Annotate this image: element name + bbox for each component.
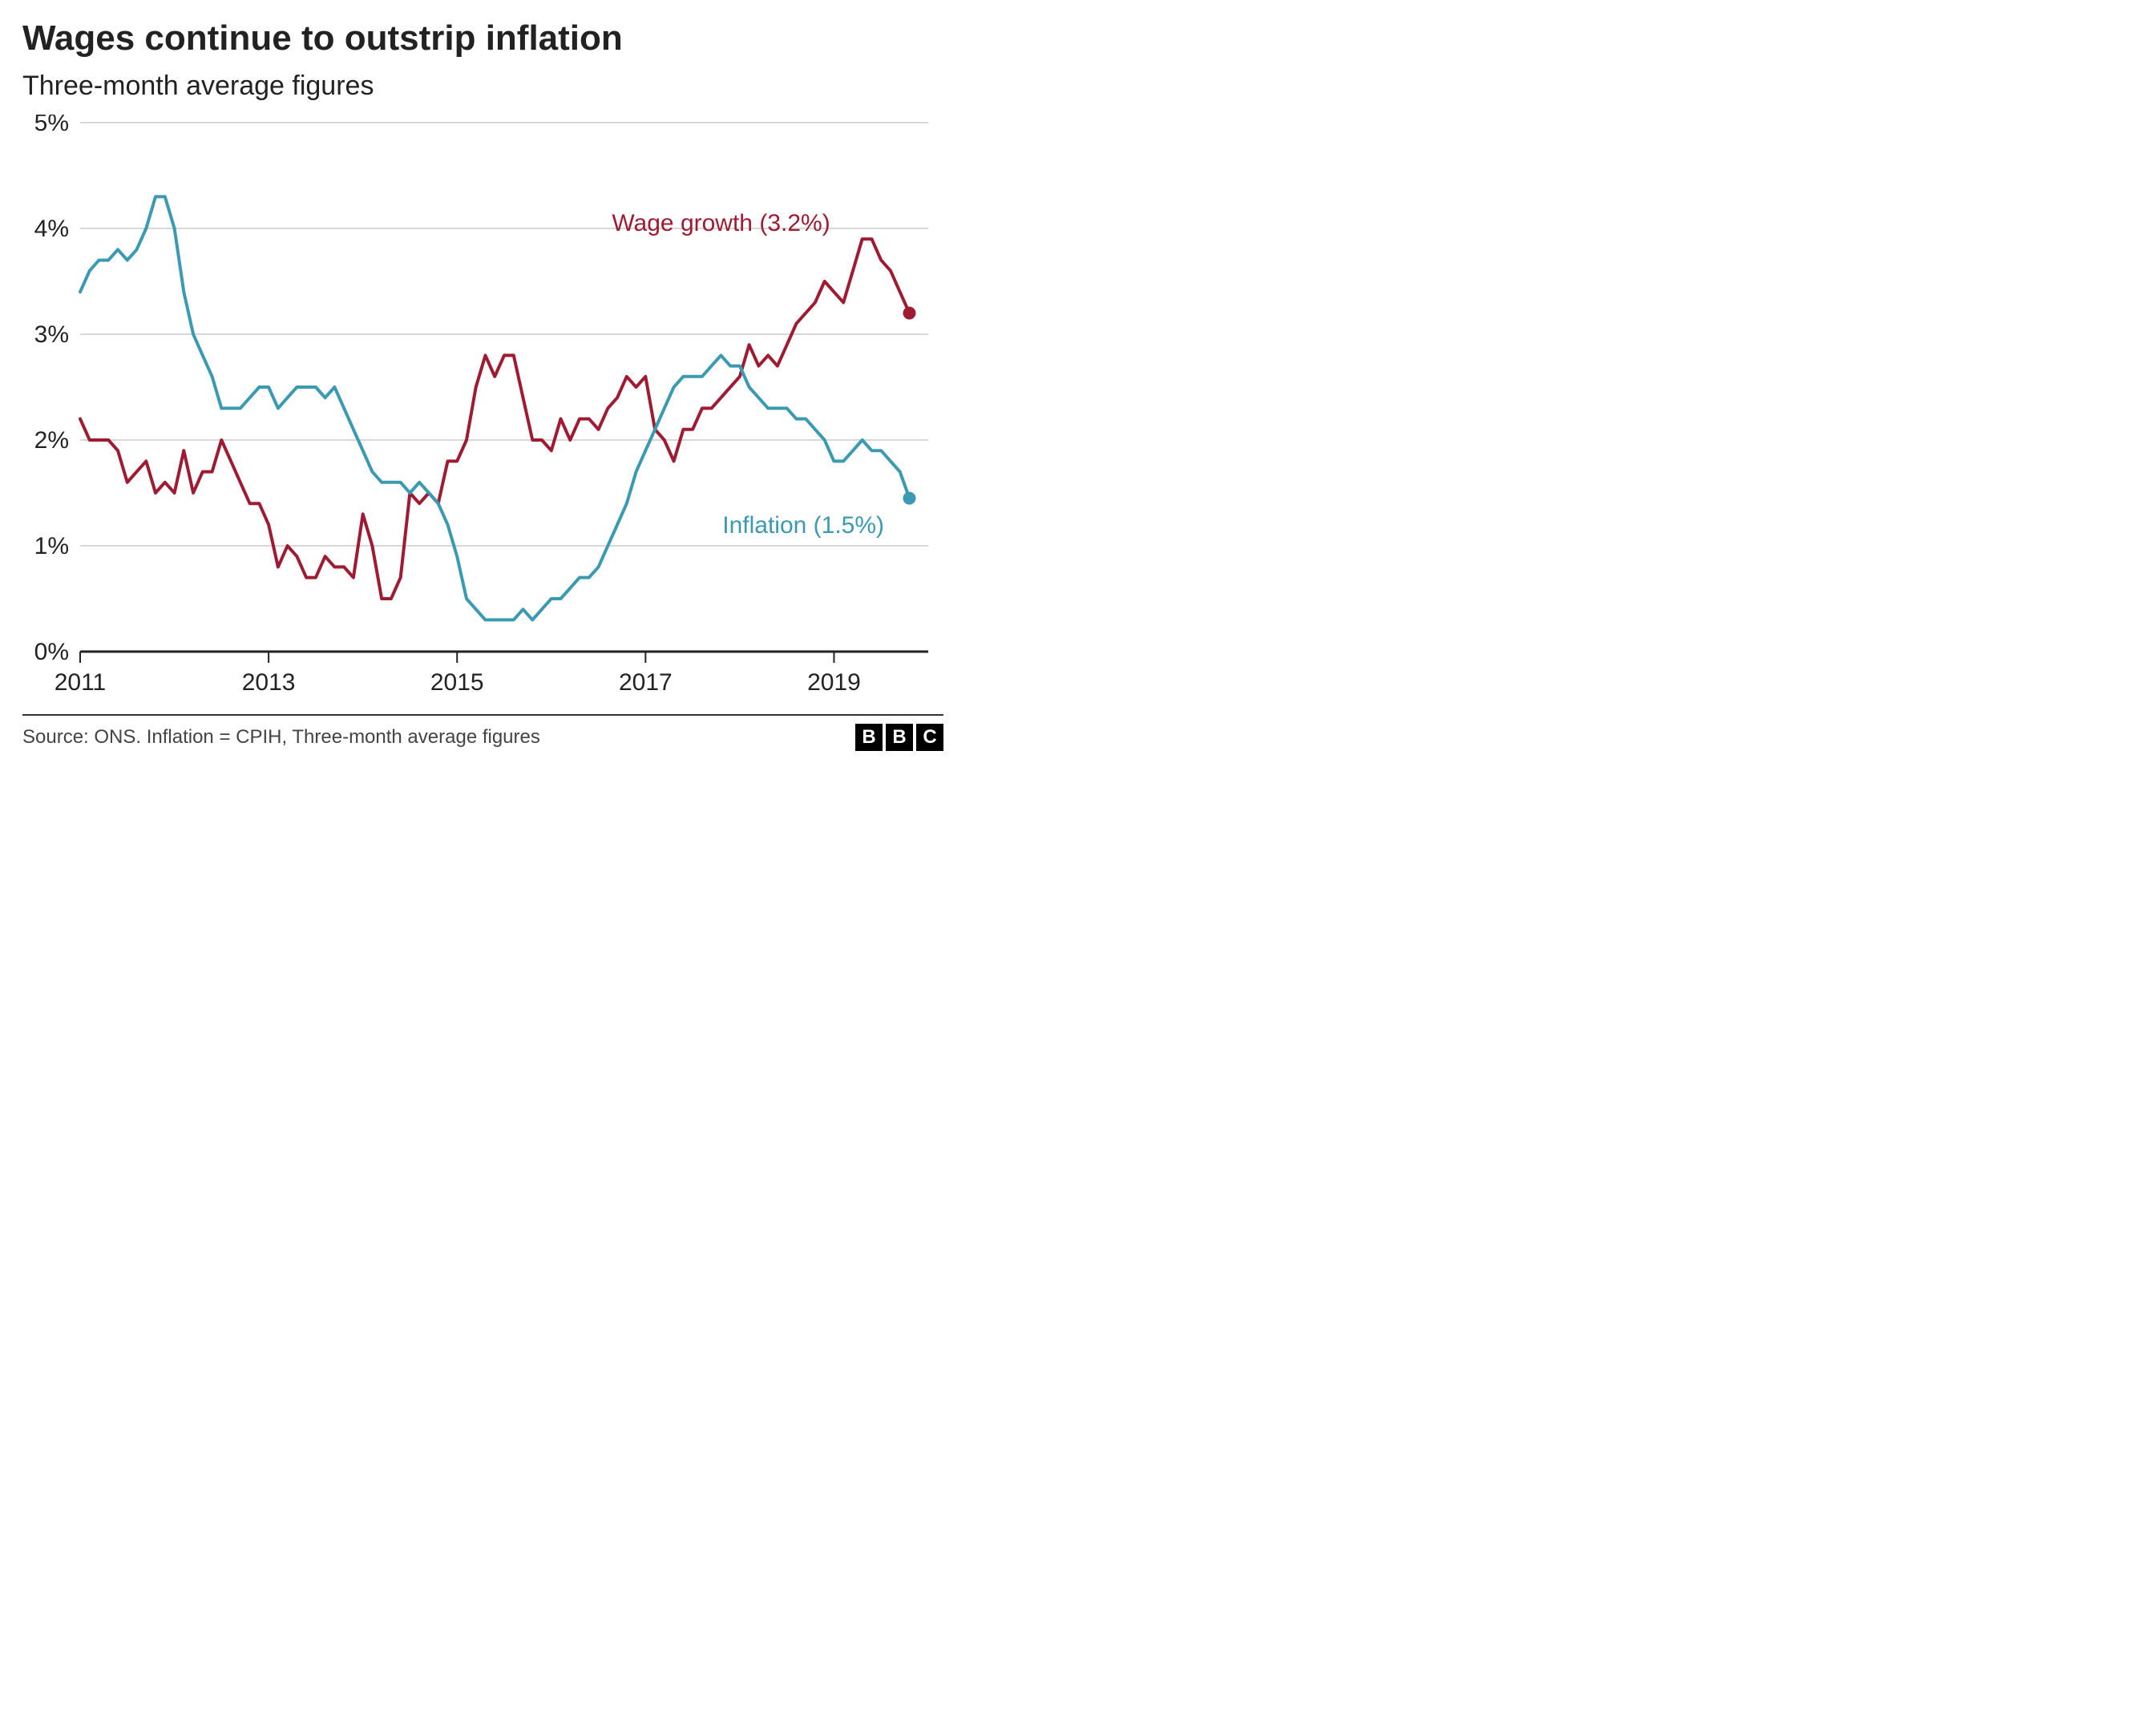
svg-text:2015: 2015 <box>430 669 484 696</box>
svg-text:2019: 2019 <box>807 669 861 696</box>
bbc-logo: B B C <box>855 724 943 751</box>
svg-text:3%: 3% <box>34 321 69 348</box>
svg-text:0%: 0% <box>34 639 69 665</box>
chart-subtitle: Three-month average figures <box>22 71 943 102</box>
chart-title: Wages continue to outstrip inflation <box>22 19 943 58</box>
svg-text:2011: 2011 <box>55 669 107 696</box>
chart-area: 0% 1% 2% 3% 4% 5% 2011 2013 2015 2017 2019 Wage gr… <box>22 115 943 708</box>
bbc-logo-box: B <box>886 724 913 751</box>
wage-growth-label: Wage growth (3.2%) <box>612 210 830 237</box>
bbc-logo-box: C <box>916 724 943 751</box>
svg-text:2%: 2% <box>34 427 69 454</box>
line-chart-svg: 0% 1% 2% 3% 4% 5% 2011 2013 2015 2017 2019 <box>22 115 944 708</box>
svg-text:1%: 1% <box>34 533 69 559</box>
inflation-label: Inflation (1.5%) <box>722 512 884 539</box>
chart-container: Wages continue to outstrip inflation Thr… <box>0 0 966 785</box>
chart-footer: Source: ONS. Inflation = CPIH, Three-mon… <box>22 714 943 751</box>
svg-text:5%: 5% <box>34 115 69 136</box>
source-text: Source: ONS. Inflation = CPIH, Three-mon… <box>22 726 540 749</box>
svg-text:4%: 4% <box>34 216 69 242</box>
bbc-logo-box: B <box>855 724 883 751</box>
svg-text:2017: 2017 <box>619 669 673 696</box>
svg-text:2013: 2013 <box>242 669 296 696</box>
